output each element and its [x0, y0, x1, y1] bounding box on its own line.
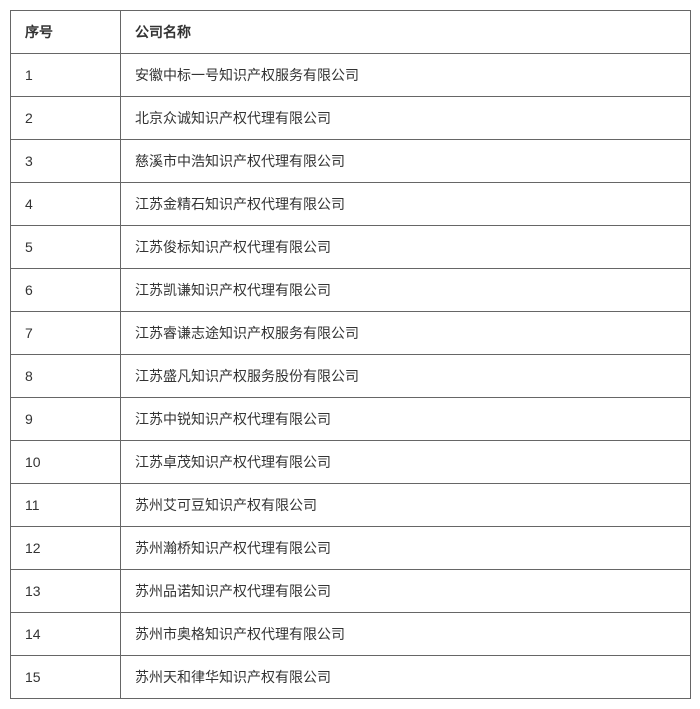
cell-seq: 4	[11, 183, 121, 226]
column-header-name: 公司名称	[121, 11, 691, 54]
cell-name: 江苏中锐知识产权代理有限公司	[121, 398, 691, 441]
table-body: 1 安徽中标一号知识产权服务有限公司 2 北京众诚知识产权代理有限公司 3 慈溪…	[11, 54, 691, 699]
cell-seq: 10	[11, 441, 121, 484]
cell-name: 江苏金精石知识产权代理有限公司	[121, 183, 691, 226]
table-row: 5 江苏俊标知识产权代理有限公司	[11, 226, 691, 269]
table-row: 2 北京众诚知识产权代理有限公司	[11, 97, 691, 140]
cell-seq: 11	[11, 484, 121, 527]
cell-seq: 14	[11, 613, 121, 656]
cell-seq: 5	[11, 226, 121, 269]
cell-seq: 13	[11, 570, 121, 613]
cell-seq: 12	[11, 527, 121, 570]
cell-name: 苏州瀚桥知识产权代理有限公司	[121, 527, 691, 570]
table-row: 1 安徽中标一号知识产权服务有限公司	[11, 54, 691, 97]
cell-seq: 6	[11, 269, 121, 312]
table-row: 3 慈溪市中浩知识产权代理有限公司	[11, 140, 691, 183]
cell-seq: 1	[11, 54, 121, 97]
table-row: 9 江苏中锐知识产权代理有限公司	[11, 398, 691, 441]
table-row: 13 苏州品诺知识产权代理有限公司	[11, 570, 691, 613]
table-row: 15 苏州天和律华知识产权有限公司	[11, 656, 691, 699]
cell-name: 苏州品诺知识产权代理有限公司	[121, 570, 691, 613]
cell-name: 苏州市奥格知识产权代理有限公司	[121, 613, 691, 656]
table-row: 14 苏州市奥格知识产权代理有限公司	[11, 613, 691, 656]
cell-name: 江苏卓茂知识产权代理有限公司	[121, 441, 691, 484]
table-row: 10 江苏卓茂知识产权代理有限公司	[11, 441, 691, 484]
cell-name: 江苏俊标知识产权代理有限公司	[121, 226, 691, 269]
cell-name: 江苏盛凡知识产权服务股份有限公司	[121, 355, 691, 398]
cell-seq: 8	[11, 355, 121, 398]
cell-name: 苏州艾可豆知识产权有限公司	[121, 484, 691, 527]
table-row: 4 江苏金精石知识产权代理有限公司	[11, 183, 691, 226]
cell-name: 苏州天和律华知识产权有限公司	[121, 656, 691, 699]
table-row: 6 江苏凯谦知识产权代理有限公司	[11, 269, 691, 312]
cell-name: 慈溪市中浩知识产权代理有限公司	[121, 140, 691, 183]
table-row: 7 江苏睿谦志途知识产权服务有限公司	[11, 312, 691, 355]
cell-seq: 9	[11, 398, 121, 441]
cell-name: 北京众诚知识产权代理有限公司	[121, 97, 691, 140]
table-row: 11 苏州艾可豆知识产权有限公司	[11, 484, 691, 527]
cell-seq: 2	[11, 97, 121, 140]
table-row: 8 江苏盛凡知识产权服务股份有限公司	[11, 355, 691, 398]
company-table: 序号 公司名称 1 安徽中标一号知识产权服务有限公司 2 北京众诚知识产权代理有…	[10, 10, 691, 699]
cell-seq: 3	[11, 140, 121, 183]
cell-name: 江苏睿谦志途知识产权服务有限公司	[121, 312, 691, 355]
cell-name: 安徽中标一号知识产权服务有限公司	[121, 54, 691, 97]
column-header-seq: 序号	[11, 11, 121, 54]
cell-seq: 15	[11, 656, 121, 699]
cell-seq: 7	[11, 312, 121, 355]
cell-name: 江苏凯谦知识产权代理有限公司	[121, 269, 691, 312]
table-header-row: 序号 公司名称	[11, 11, 691, 54]
table-row: 12 苏州瀚桥知识产权代理有限公司	[11, 527, 691, 570]
